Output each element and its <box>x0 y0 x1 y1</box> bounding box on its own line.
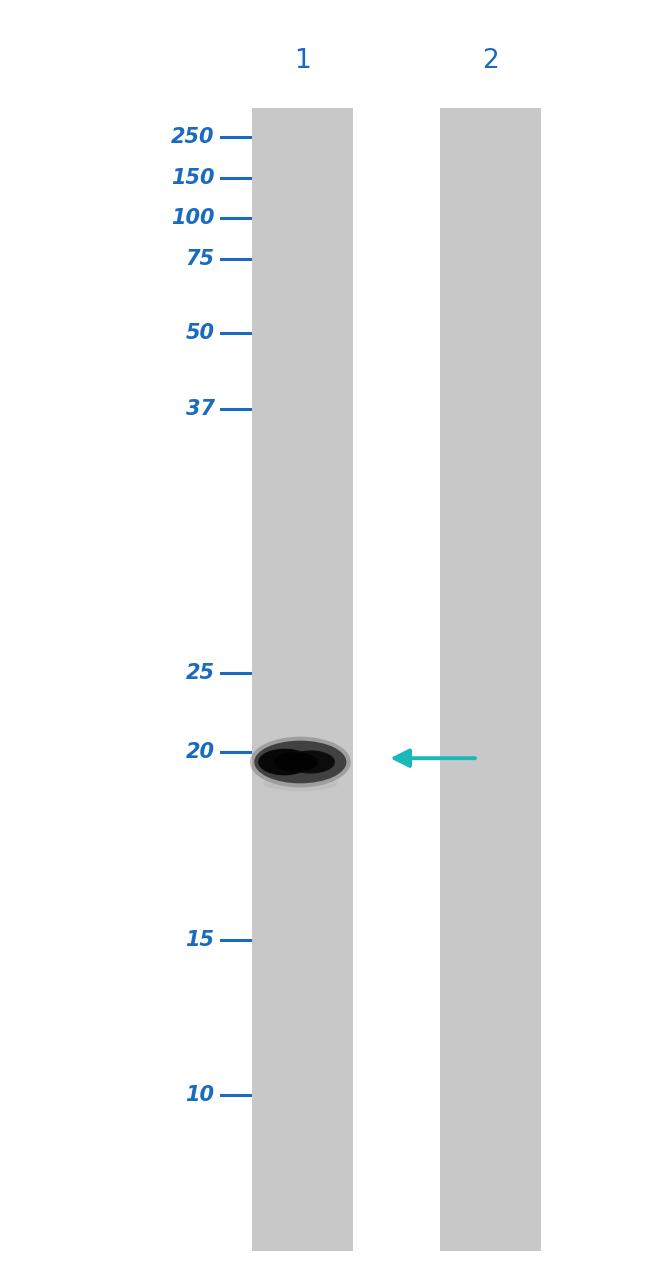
Ellipse shape <box>254 740 346 784</box>
Ellipse shape <box>263 775 337 791</box>
Text: 25: 25 <box>185 663 214 683</box>
Ellipse shape <box>274 752 318 772</box>
Text: 1: 1 <box>294 48 311 74</box>
Text: 250: 250 <box>171 127 215 147</box>
Ellipse shape <box>250 737 351 787</box>
Text: 100: 100 <box>171 208 215 229</box>
Text: 37: 37 <box>185 399 214 419</box>
Ellipse shape <box>258 748 311 775</box>
Text: 20: 20 <box>185 742 214 762</box>
Ellipse shape <box>287 751 335 773</box>
Text: 2: 2 <box>482 48 499 74</box>
Text: 50: 50 <box>185 323 214 343</box>
Text: 150: 150 <box>171 168 215 188</box>
Bar <box>441 108 541 1251</box>
Text: 75: 75 <box>185 249 214 269</box>
Text: 10: 10 <box>185 1085 214 1105</box>
Text: 15: 15 <box>185 930 214 950</box>
Bar <box>252 108 352 1251</box>
